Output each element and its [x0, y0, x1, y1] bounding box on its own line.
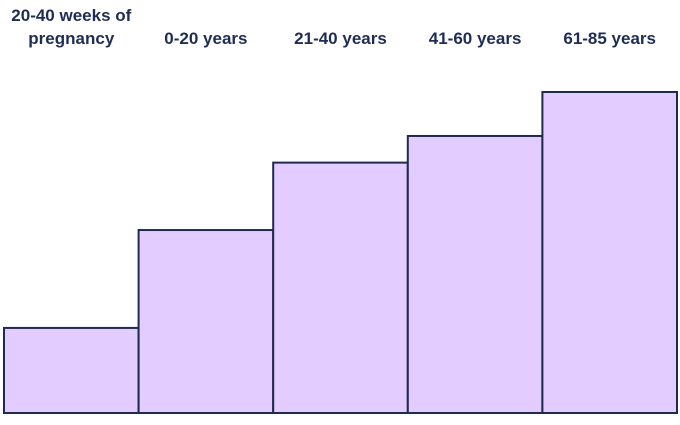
- category-label: 0-20 years: [164, 29, 248, 48]
- category-label: 41-60 years: [428, 29, 522, 48]
- bar: [541, 91, 679, 414]
- category-label: 61-85 years: [563, 29, 656, 48]
- bar: [137, 229, 275, 414]
- bar: [406, 134, 544, 415]
- category-label: 20-40 weeks of pregnancy: [11, 6, 132, 48]
- bar: [272, 161, 409, 414]
- bar: [3, 326, 140, 414]
- category-label: 21-40 years: [294, 29, 387, 48]
